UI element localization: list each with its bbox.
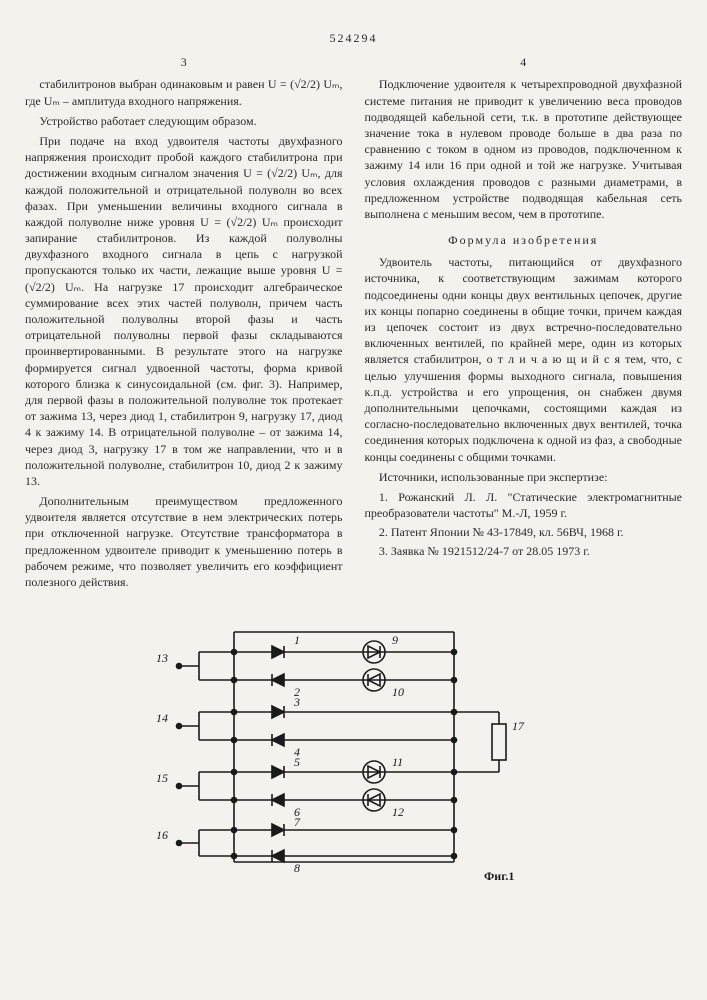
- right-p2: Удвоитель частоты, питающийся от двухфаз…: [365, 254, 683, 464]
- sources-title: Источники, использованные при экспертизе…: [365, 469, 683, 485]
- left-column: 3 стабилитронов выбран одинаковым и раве…: [25, 54, 343, 594]
- ref-2: 2. Патент Японии № 43-17849, кл. 56ВЧ, 1…: [365, 524, 683, 540]
- col-num-left: 3: [25, 54, 343, 70]
- label-12: 12: [392, 805, 404, 819]
- label-14: 14: [156, 711, 168, 725]
- label-8: 8: [294, 861, 300, 875]
- patent-number: 524294: [25, 30, 682, 46]
- circuit-diagram: 1 2 3 4 5 6 7 8 9 10 11 12 13 14 15 16 1…: [25, 612, 682, 892]
- ref-3: 3. Заявка № 1921512/24-7 от 28.05 1973 г…: [365, 543, 683, 559]
- label-1: 1: [294, 633, 300, 647]
- formula-title: Формула изобретения: [365, 232, 683, 248]
- label-11: 11: [392, 755, 403, 769]
- left-p2: Устройство работает следующим образом.: [25, 113, 343, 129]
- label-5: 5: [294, 755, 300, 769]
- label-17: 17: [512, 719, 525, 733]
- label-13: 13: [156, 651, 168, 665]
- label-9: 9: [392, 633, 398, 647]
- left-p3: При подаче на вход удвоителя частоты дву…: [25, 133, 343, 489]
- left-p4: Дополнительным преимуществом предложенно…: [25, 493, 343, 590]
- label-16: 16: [156, 828, 168, 842]
- label-10: 10: [392, 685, 404, 699]
- label-7: 7: [294, 815, 301, 829]
- right-p1: Подключение удвоителя к четырехпроводной…: [365, 76, 683, 222]
- right-column: 4 Подключение удвоителя к четырехпроводн…: [365, 54, 683, 594]
- two-column-layout: 3 стабилитронов выбран одинаковым и раве…: [25, 54, 682, 594]
- left-p1: стабилитронов выбран одинаковым и равен …: [25, 76, 343, 108]
- label-3: 3: [293, 695, 300, 709]
- label-15: 15: [156, 771, 168, 785]
- ref-1: 1. Рожанский Л. Л. "Статические электром…: [365, 489, 683, 521]
- col-num-right: 4: [365, 54, 683, 70]
- fig-label: Фиг.1: [484, 869, 514, 883]
